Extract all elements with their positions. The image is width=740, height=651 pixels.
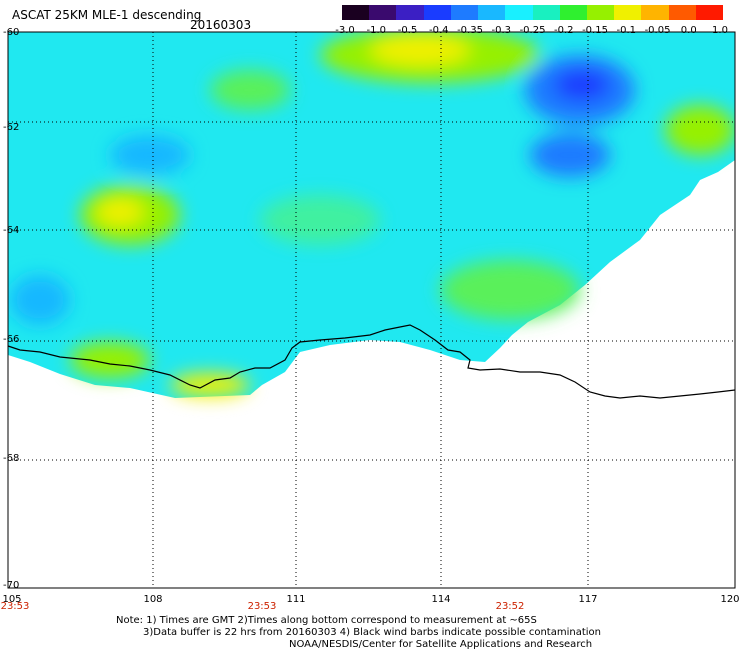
colorbar-swatch: [450, 5, 479, 20]
graticule: [8, 32, 735, 588]
colorbar-swatch: [532, 5, 560, 20]
colorbar-swatch: [695, 5, 724, 20]
lat-label: -62: [3, 122, 20, 133]
colorbar-swatch: [369, 5, 397, 20]
product-date: 20160303: [190, 18, 252, 32]
colorbar-tick-label: -0.25: [519, 25, 546, 36]
colorbar-swatch: [641, 5, 669, 20]
lat-label: -70: [3, 580, 20, 591]
colorbar-tick-label: -0.05: [644, 25, 671, 36]
colorbar-tick-label: -0.3: [491, 25, 512, 36]
colorbar-swatch: [668, 5, 696, 20]
colorbar-swatch: [396, 5, 424, 20]
colorbar-tick-label: -1.0: [366, 25, 387, 36]
colorbar-tick-label: -0.15: [582, 25, 608, 36]
colorbar-tick-label: 1.0: [712, 25, 728, 36]
lat-label: -64: [3, 225, 20, 236]
colorbar-swatch: [505, 5, 533, 20]
product-title: ASCAT 25KM MLE-1 descending: [12, 8, 202, 22]
time-label: 23:53: [0, 601, 30, 612]
coastline: [7, 324, 736, 399]
colorbar-swatch: [614, 5, 642, 20]
note-line-3: NOAA/NESDIS/Center for Satellite Applica…: [289, 639, 593, 650]
map-frame: [7, 31, 736, 589]
lon-label: 108: [143, 594, 163, 605]
colorbar-swatch: [586, 5, 615, 20]
colorbar-swatch: [559, 5, 587, 20]
colorbar-tick-label: -0.2: [553, 25, 574, 36]
note-line-2: 3)Data buffer is 22 hrs from 20160303 4)…: [143, 627, 601, 638]
colorbar-tick-label: -0.35: [457, 25, 483, 36]
lon-label: 111: [286, 594, 306, 605]
lon-label: 120: [720, 594, 740, 605]
lon-label: 114: [431, 594, 451, 605]
colorbar-swatch: [478, 5, 506, 20]
note-line-1: Note: 1) Times are GMT 2)Times along bot…: [116, 615, 537, 626]
colorbar-tick-label: -0.5: [397, 25, 418, 36]
lat-label: -68: [3, 453, 20, 464]
lon-label: 117: [578, 594, 598, 605]
colorbar-tick-label: -0.1: [616, 25, 637, 36]
colorbar-swatch: [423, 5, 451, 20]
scatterometer-swath: [8, 32, 735, 398]
colorbar-swatch: [342, 5, 370, 20]
lon-label: 105: [2, 594, 22, 605]
colorbar-tick-label: -0.4: [428, 25, 449, 36]
lat-label: -60: [3, 27, 20, 38]
colorbar-tick-label: -3.0: [335, 25, 355, 36]
colorbar-tick-label: 0.0: [680, 25, 697, 36]
lat-label: -66: [3, 334, 20, 345]
wind-anomaly-blobs: [10, 32, 735, 397]
time-label: 23:53: [247, 601, 277, 612]
colorbar: [342, 5, 724, 20]
time-label: 23:52: [495, 601, 525, 612]
